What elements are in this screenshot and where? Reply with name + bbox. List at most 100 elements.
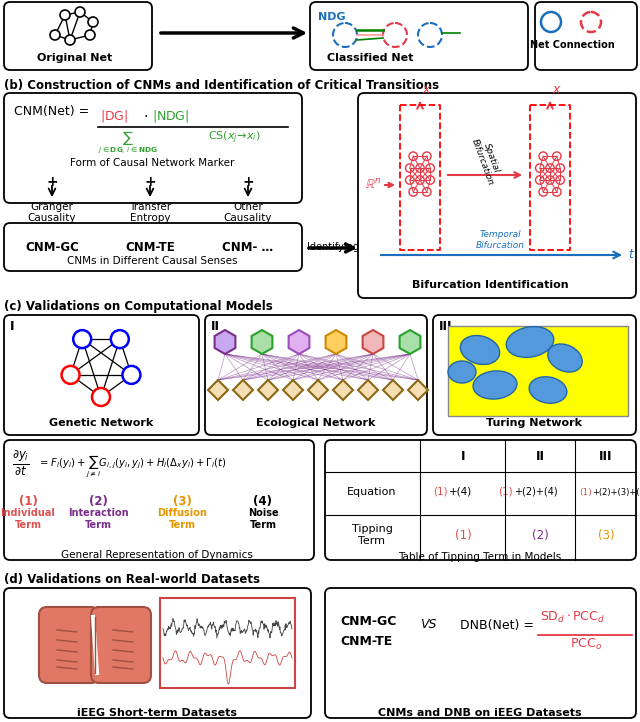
Polygon shape [363, 330, 383, 354]
Text: General Representation of Dynamics: General Representation of Dynamics [61, 550, 253, 560]
Text: $|\mathrm{NDG}|$: $|\mathrm{NDG}|$ [152, 108, 189, 124]
Text: $|\mathrm{DG}|$: $|\mathrm{DG}|$ [100, 108, 128, 124]
Text: Turing Network: Turing Network [486, 418, 582, 428]
Text: Diffusion
Term: Diffusion Term [157, 508, 207, 530]
Circle shape [92, 388, 110, 406]
Circle shape [85, 30, 95, 40]
Text: (b) Construction of CNMs and Identification of Critical Transitions: (b) Construction of CNMs and Identificat… [4, 79, 439, 92]
FancyBboxPatch shape [4, 93, 302, 203]
Text: NDG: NDG [318, 12, 346, 22]
Bar [448, 326, 628, 416]
Text: Interaction
Term: Interaction Term [68, 508, 128, 530]
Text: (c) Validations on Computational Models: (c) Validations on Computational Models [4, 300, 273, 313]
Polygon shape [233, 380, 253, 400]
Text: (d) Validations on Real-world Datasets: (d) Validations on Real-world Datasets [4, 573, 260, 586]
Text: Other: Other [233, 202, 263, 212]
Text: iEEG Short-term Datasets: iEEG Short-term Datasets [77, 708, 237, 718]
Text: CNM(Net) =: CNM(Net) = [14, 105, 93, 118]
FancyBboxPatch shape [4, 440, 314, 560]
Text: Individual
Term: Individual Term [1, 508, 56, 530]
Text: +: + [46, 175, 58, 189]
Polygon shape [214, 330, 236, 354]
FancyBboxPatch shape [358, 93, 636, 298]
Ellipse shape [548, 344, 582, 372]
Text: Identifying: Identifying [307, 242, 359, 252]
Text: CNM-GC: CNM-GC [25, 241, 79, 254]
Ellipse shape [506, 326, 554, 357]
Text: Causality: Causality [224, 213, 272, 223]
Text: +: + [144, 175, 156, 189]
Polygon shape [252, 330, 273, 354]
Text: Table of Tipping Term in Models: Table of Tipping Term in Models [398, 552, 562, 562]
Text: Granger: Granger [31, 202, 74, 212]
Polygon shape [283, 380, 303, 400]
Text: $x$: $x$ [422, 83, 432, 96]
Text: $x$: $x$ [552, 83, 562, 96]
Text: III: III [599, 450, 612, 463]
Ellipse shape [460, 336, 500, 365]
Text: Form of Causal Network Marker: Form of Causal Network Marker [70, 158, 234, 168]
Text: $= F_i(y_i) + \sum_{j \neq i} G_{i,j}(y_i, y_j) + H_i(\Delta_x y_i) + \Gamma_i(t: $= F_i(y_i) + \sum_{j \neq i} G_{i,j}(y_… [38, 454, 227, 480]
Circle shape [88, 17, 98, 27]
Text: CNMs and DNB on iEEG Datasets: CNMs and DNB on iEEG Datasets [378, 708, 582, 718]
Text: (1): (1) [454, 529, 472, 542]
Text: Net Connection: Net Connection [530, 40, 614, 50]
Circle shape [73, 330, 91, 348]
Circle shape [65, 35, 75, 45]
FancyBboxPatch shape [4, 315, 199, 435]
Text: $\sum_{j\in\mathbf{DG},\,i\in\mathbf{NDG}}$: $\sum_{j\in\mathbf{DG},\,i\in\mathbf{NDG… [98, 130, 157, 156]
Text: Entropy: Entropy [130, 213, 170, 223]
Ellipse shape [473, 371, 517, 399]
Circle shape [111, 330, 129, 348]
Text: II: II [211, 320, 220, 333]
Circle shape [75, 7, 85, 17]
Polygon shape [333, 380, 353, 400]
Text: Equation: Equation [348, 487, 397, 497]
Text: +(2)+(4): +(2)+(4) [514, 487, 557, 497]
Circle shape [122, 366, 140, 384]
Polygon shape [308, 380, 328, 400]
Text: CNM-TE: CNM-TE [340, 635, 392, 648]
Text: (3): (3) [173, 495, 191, 508]
Text: +: + [242, 175, 254, 189]
Text: Classified Net: Classified Net [327, 53, 413, 63]
Text: CNM- …: CNM- … [222, 241, 274, 254]
Text: III: III [439, 320, 452, 333]
Polygon shape [383, 380, 403, 400]
FancyBboxPatch shape [205, 315, 427, 435]
Polygon shape [399, 330, 420, 354]
Ellipse shape [529, 377, 567, 403]
Text: (2): (2) [532, 529, 548, 542]
FancyBboxPatch shape [310, 2, 528, 70]
Text: (3): (3) [598, 529, 614, 542]
Polygon shape [258, 380, 278, 400]
FancyBboxPatch shape [325, 588, 636, 718]
Text: (1): (1) [579, 487, 592, 497]
Polygon shape [408, 380, 428, 400]
Ellipse shape [448, 361, 476, 383]
Text: VS: VS [420, 619, 436, 632]
Text: +(2)+(3)+(4): +(2)+(3)+(4) [592, 487, 640, 497]
Text: (1): (1) [433, 487, 448, 497]
Text: CNM-TE: CNM-TE [125, 241, 175, 254]
Bar [160, 598, 295, 688]
Text: Spatial
Bifurcation: Spatial Bifurcation [470, 134, 504, 186]
Circle shape [50, 30, 60, 40]
Circle shape [60, 10, 70, 20]
Text: $t$: $t$ [628, 248, 636, 261]
Text: Noise
Term: Noise Term [248, 508, 278, 530]
Text: Temporal
Bifurcation: Temporal Bifurcation [476, 230, 525, 250]
Text: Bifurcation Identification: Bifurcation Identification [412, 280, 568, 290]
Polygon shape [208, 380, 228, 400]
Text: Tipping
Term: Tipping Term [351, 524, 392, 546]
Text: +(4): +(4) [449, 487, 472, 497]
Text: Transfer: Transfer [129, 202, 171, 212]
FancyBboxPatch shape [4, 588, 311, 718]
Text: Ecological Network: Ecological Network [256, 418, 376, 428]
Text: II: II [536, 450, 545, 463]
Text: $\mathbb{R}^n$: $\mathbb{R}^n$ [365, 178, 381, 192]
Text: Causality: Causality [28, 213, 76, 223]
Polygon shape [358, 380, 378, 400]
Text: Original Net: Original Net [37, 53, 113, 63]
Text: (2): (2) [88, 495, 108, 508]
